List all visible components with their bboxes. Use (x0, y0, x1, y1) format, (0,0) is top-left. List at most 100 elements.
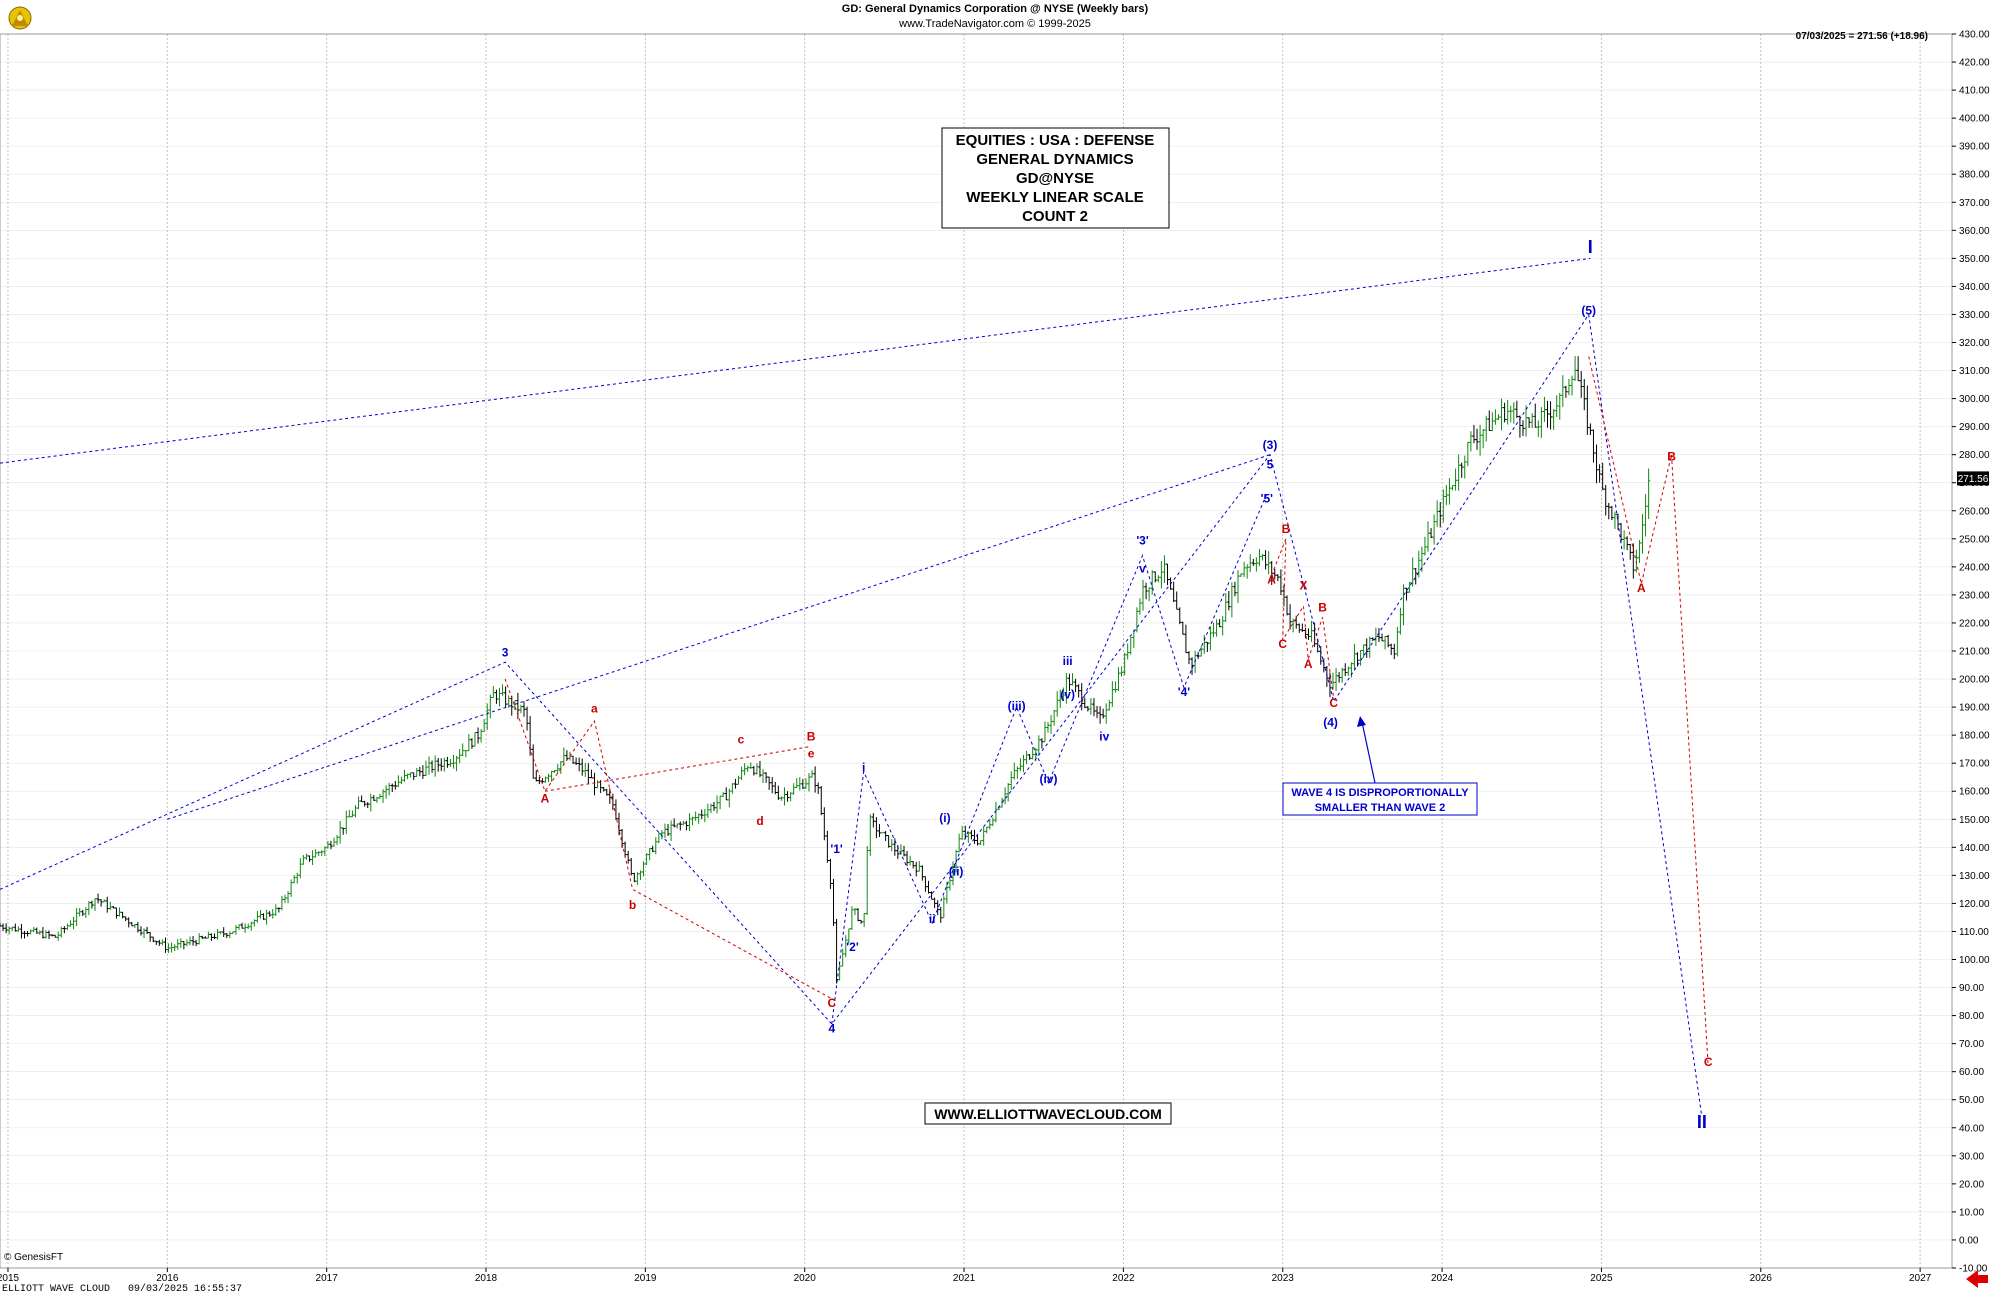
wave-label: '4' (1178, 685, 1191, 699)
year-tick-label: 2022 (1112, 1273, 1135, 1284)
price-tick-label: 0.00 (1959, 1235, 1979, 1246)
year-tick-label: 2024 (1431, 1273, 1454, 1284)
wave-label: iii (1063, 654, 1073, 668)
wave-label: 5 (1267, 458, 1274, 472)
info-line: WEEKLY LINEAR SCALE (966, 189, 1144, 206)
last-price-note: 07/03/2025 = 271.56 (+18.96) (1796, 31, 1928, 42)
wave-label: 4 (828, 1021, 835, 1035)
year-tick-label: 2018 (475, 1273, 498, 1284)
price-tick-label: 300.00 (1959, 394, 1990, 405)
price-tick-label: 400.00 (1959, 114, 1990, 125)
wave-label: B (1667, 449, 1676, 463)
price-tick-label: 210.00 (1959, 647, 1990, 658)
grid (0, 33, 1952, 1269)
wave-line (504, 678, 833, 1000)
price-tick-label: 40.00 (1959, 1123, 1984, 1134)
price-tick-label: 180.00 (1959, 731, 1990, 742)
wave-line (1271, 538, 1335, 699)
wave-label: I (1588, 237, 1593, 257)
price-tick-label: 340.00 (1959, 282, 1990, 293)
price-tick-label: 320.00 (1959, 338, 1990, 349)
wave-lines (0, 257, 1709, 1117)
price-tick-label: 90.00 (1959, 983, 1984, 994)
year-tick-label: 2026 (1750, 1273, 1773, 1284)
footer-text: ELLIOTT WAVE CLOUD 09/03/2025 16:55:37 (2, 1284, 243, 1295)
wave-label: C (1278, 637, 1287, 651)
wave-line (1588, 356, 1709, 1067)
wave-line (831, 493, 1268, 1025)
wave-label: iv (1099, 730, 1109, 744)
price-tick-label: 390.00 (1959, 142, 1990, 153)
wave-label: C (1704, 1055, 1713, 1069)
price-bars (0, 355, 1651, 984)
price-tick-label: 130.00 (1959, 871, 1990, 882)
info-line: GD@NYSE (1016, 170, 1094, 187)
price-tick-label: 100.00 (1959, 955, 1990, 966)
year-tick-label: 2016 (156, 1273, 179, 1284)
wave-label: A (541, 791, 550, 805)
year-tick-label: 2020 (794, 1273, 817, 1284)
price-tick-label: 290.00 (1959, 422, 1990, 433)
wave-label: (iii) (1008, 699, 1026, 713)
price-tick-label: 170.00 (1959, 759, 1990, 770)
website-box: WWW.ELLIOTTWAVECLOUD.COM (924, 1102, 1172, 1125)
copyright-label: © GenesisFT (4, 1252, 63, 1263)
price-tick-label: 50.00 (1959, 1095, 1984, 1106)
wave-label: ii (929, 912, 936, 926)
year-tick-label: 2025 (1590, 1273, 1613, 1284)
wave-label: i (862, 761, 865, 775)
wave-line (544, 745, 812, 792)
price-tick-label: 80.00 (1959, 1011, 1984, 1022)
wave-line (167, 454, 1271, 820)
scroll-right-icon[interactable] (1966, 1270, 1988, 1288)
price-tick-label: 140.00 (1959, 843, 1990, 854)
wave-label: e (808, 747, 815, 761)
year-tick-label: 2015 (0, 1273, 20, 1284)
note-line: SMALLER THAN WAVE 2 (1315, 802, 1446, 814)
chart-subtitle: www.TradeNavigator.com © 1999-2025 (898, 18, 1091, 30)
price-tick-label: 360.00 (1959, 226, 1990, 237)
price-tick-label: 330.00 (1959, 310, 1990, 321)
wave-label: 3 (502, 646, 509, 660)
price-tick-label: 190.00 (1959, 703, 1990, 714)
wave-label: b (629, 898, 636, 912)
info-line: COUNT 2 (1022, 208, 1088, 225)
wave-label: v (1139, 561, 1146, 575)
chart-title: GD: General Dynamics Corporation @ NYSE … (842, 3, 1149, 15)
year-tick-label: 2021 (953, 1273, 976, 1284)
last-price-tag: 271.56 (1957, 471, 1989, 486)
note-arrow (1361, 721, 1376, 784)
wave-label: A (1637, 581, 1646, 595)
price-tick-label: 30.00 (1959, 1151, 1984, 1162)
wave-label: B (1318, 601, 1327, 615)
price-tick-label: 10.00 (1959, 1207, 1984, 1218)
note-arrowhead (1357, 716, 1366, 727)
price-tick-label: 250.00 (1959, 534, 1990, 545)
year-tick-label: 2019 (634, 1273, 657, 1284)
price-tick-label: 240.00 (1959, 562, 1990, 573)
price-tick-label: 200.00 (1959, 675, 1990, 686)
price-tick-label: 420.00 (1959, 58, 1990, 69)
year-tick-label: 2017 (316, 1273, 339, 1284)
price-tick-label: 380.00 (1959, 170, 1990, 181)
wave-line (0, 257, 1591, 464)
axes: -10.00 0.00 10.00 20.00 30.00 40.00 50.00 60.00… (0, 30, 1990, 1284)
wave-label: (3) (1263, 438, 1278, 452)
wave-label: B (807, 730, 816, 744)
wave-label: (iv) (1040, 772, 1058, 786)
wave-label: (i) (939, 811, 950, 825)
wave-label: (5) (1581, 303, 1596, 317)
year-tick-label: 2027 (1909, 1273, 1932, 1284)
logo-icon (8, 6, 32, 30)
wave-label: A (1267, 573, 1276, 587)
wave-label: c (738, 733, 745, 747)
year-tick-label: 2023 (1272, 1273, 1295, 1284)
wave-label: B (1282, 522, 1291, 536)
price-tick-label: 430.00 (1959, 30, 1990, 41)
price-tick-label: 410.00 (1959, 86, 1990, 97)
wave-line (0, 313, 1703, 1117)
wave-label: II (1697, 1112, 1707, 1132)
wave-label: d (756, 814, 763, 828)
price-tick-label: 310.00 (1959, 366, 1990, 377)
